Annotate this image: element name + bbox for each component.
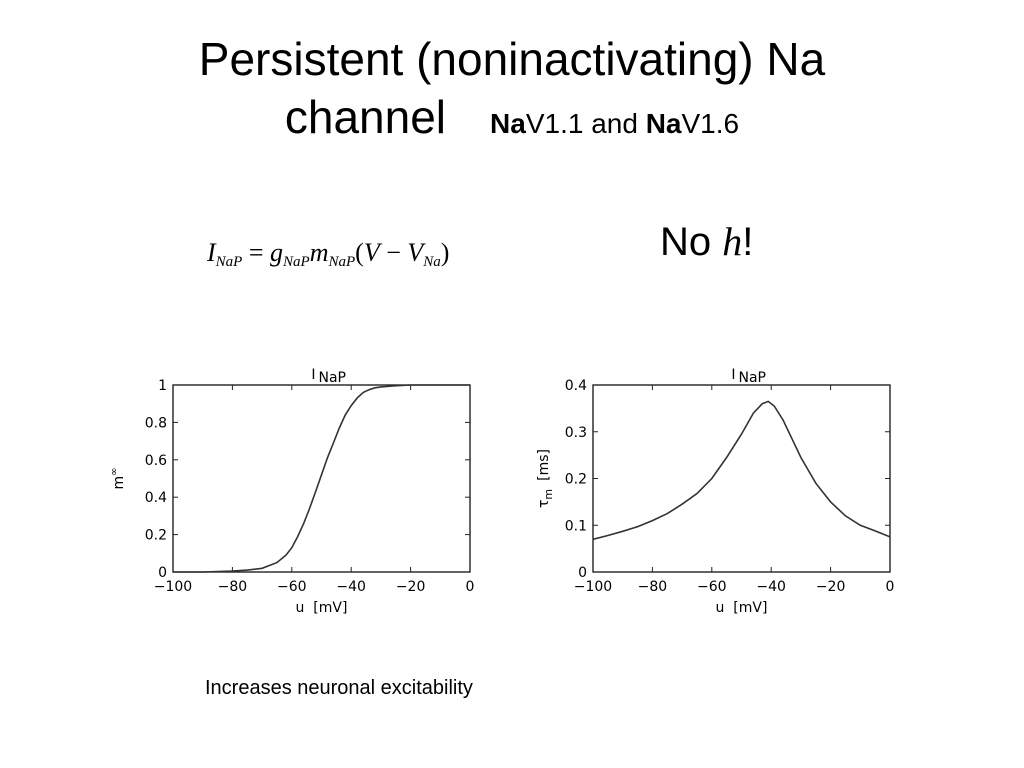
chart2-ylabel-symbol: τ <box>536 500 552 508</box>
eq-g: g <box>270 238 284 267</box>
title-subtitle: NaV1.1 and NaV1.6 <box>490 108 739 139</box>
chart1-xtick-label: 0 <box>466 579 475 595</box>
chart1-ytick-label: 0.2 <box>145 528 167 544</box>
chart1-xtick-label: −20 <box>396 579 426 595</box>
eq-V: V <box>363 238 380 267</box>
chart2-ylabel-unit: [ms] <box>536 449 552 481</box>
chart1-ytick-label: 0.8 <box>145 415 167 431</box>
no-h-note: No h! <box>660 218 753 265</box>
chart2-ytick-label: 0.4 <box>565 378 587 394</box>
chart2-ylabel-text: τm [ms] <box>536 449 555 508</box>
chart2-xtick-label: 0 <box>886 579 895 595</box>
title-channel-word: channel <box>284 91 447 143</box>
subtitle-bold-2: Na <box>645 108 682 139</box>
eq-m: m <box>309 238 329 267</box>
chart1-ytick-label: 0 <box>158 565 167 581</box>
no-h-variable: h <box>722 219 743 264</box>
chart1-xtick-label: −100 <box>154 579 192 595</box>
chart2-xtick-label: −20 <box>816 579 846 595</box>
chart1-ylabel-text: m∞ <box>109 468 127 490</box>
eq-V2-sub: Na <box>423 254 441 270</box>
chart2-ytick-label: 0.3 <box>565 425 587 441</box>
title-line-2: channel NaV1.1 and NaV1.6 <box>0 88 1024 153</box>
chart2-ylabel: τm [ms] <box>536 449 555 508</box>
eq-minus: − <box>379 238 408 267</box>
chart2-xlabel: u [mV] <box>716 600 768 616</box>
chart1-title-sub: NaP <box>319 370 347 386</box>
eq-I-sub: NaP <box>215 254 243 270</box>
eq-open-paren: ( <box>355 238 364 267</box>
chart1-series-line <box>173 384 470 573</box>
chart2-ytick-label: 0.1 <box>565 518 587 534</box>
subtitle-text-1: V1.1 and <box>525 108 646 139</box>
chart2-ylabel-sub: m <box>542 489 555 500</box>
no-h-prefix: No <box>660 220 723 264</box>
chart1-ylabel: m∞ <box>109 468 127 490</box>
chart2-frame <box>592 384 891 573</box>
eq-close-paren: ) <box>440 238 450 267</box>
slide-caption: Increases neuronal excitability <box>205 677 473 699</box>
chart1-xtick-label: −60 <box>277 579 307 595</box>
chart2-ytick-label: 0 <box>578 565 587 581</box>
eq-equals: = <box>242 238 271 267</box>
no-h-suffix: ! <box>742 220 754 264</box>
chart2-xtick-label: −100 <box>574 579 612 595</box>
eq-g-sub: NaP <box>283 254 310 270</box>
chart1-ylabel-sup: ∞ <box>109 468 120 476</box>
chart1-xtick-label: −80 <box>218 579 248 595</box>
chart1-xlabel: u [mV] <box>296 600 348 616</box>
eq-m-sub: NaP <box>328 254 356 270</box>
chart2-xtick-label: −60 <box>697 579 727 595</box>
eq-V2: V <box>407 238 424 267</box>
chart1-xtick-label: −40 <box>336 579 366 595</box>
chart1-frame <box>172 384 471 573</box>
chart2-title-sub: NaP <box>739 370 767 386</box>
chart1-ylabel-symbol: m <box>111 476 127 490</box>
chart2-ytick-label: 0.2 <box>565 472 587 488</box>
current-equation: INaP = gNaPmNaP(V − VNa) <box>207 238 449 271</box>
chart2-series-line <box>592 400 891 541</box>
chart2-xtick-label: −80 <box>638 579 668 595</box>
chart1-ytick-label: 0.4 <box>145 490 167 506</box>
slide-title: Persistent (noninactivating) Na channel N… <box>0 30 1024 153</box>
chart2-xtick-label: −40 <box>756 579 786 595</box>
subtitle-text-2: V1.6 <box>681 108 740 139</box>
chart1-title: I <box>311 367 315 383</box>
chart1-ytick-label: 0.6 <box>145 453 167 469</box>
chart2-title: I <box>731 367 735 383</box>
title-line-1: Persistent (noninactivating) Na <box>198 33 826 85</box>
subtitle-bold-1: Na <box>490 108 526 139</box>
chart1-ytick-label: 1 <box>158 378 167 394</box>
eq-I: I <box>207 238 216 267</box>
